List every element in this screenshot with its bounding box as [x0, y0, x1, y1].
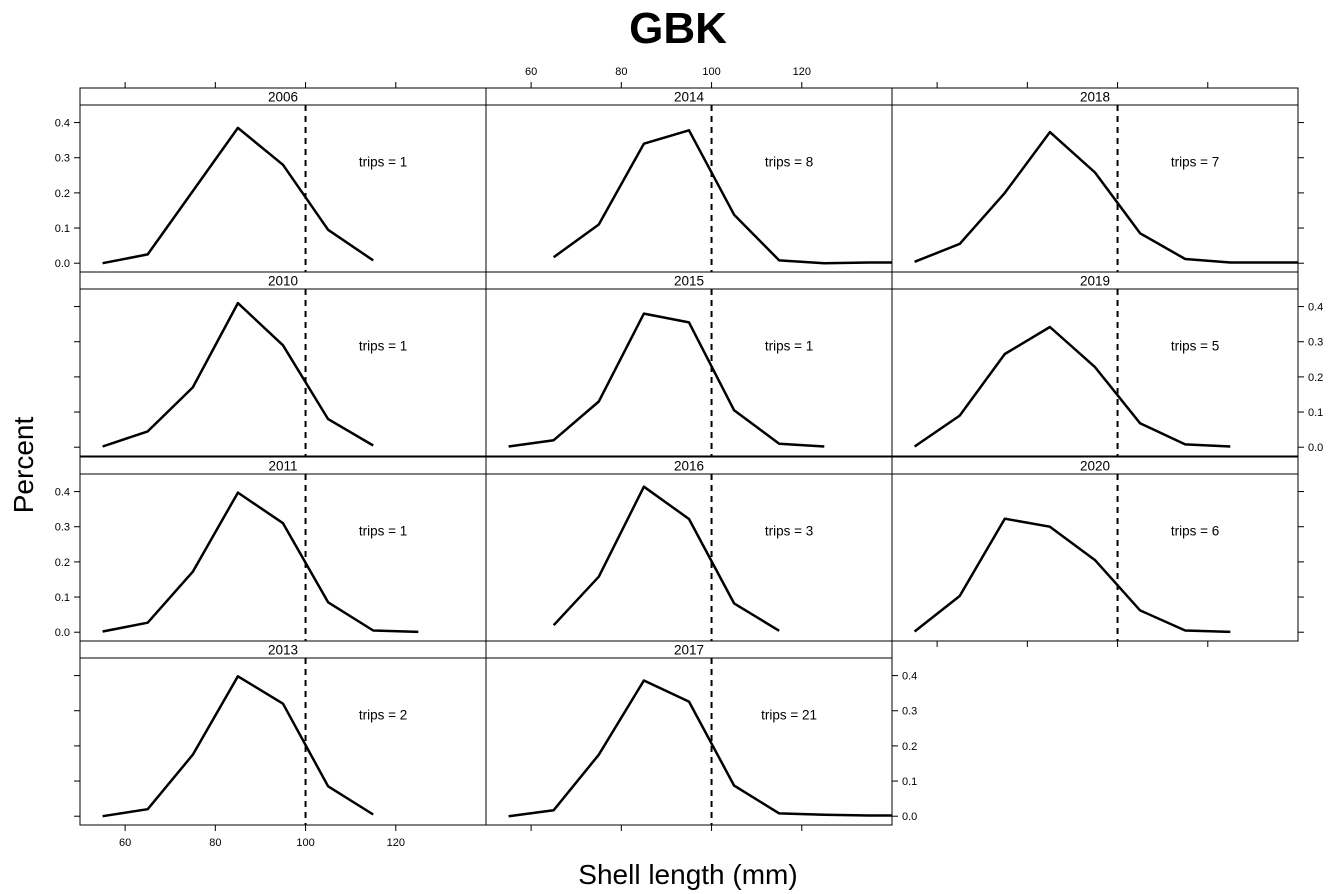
panel-2015: 2015 trips = 1: [485, 271, 893, 457]
trips-annotation: trips = 1: [765, 338, 813, 353]
panel-2011: 2011 trips = 1 0.0 0.1 0.2 0.3 0.4: [55, 456, 487, 642]
series-line: [552, 485, 780, 632]
y-tick-label: 0.3: [902, 706, 917, 718]
strip-label: 2016: [674, 459, 704, 474]
y-tick-label: 0.0: [55, 627, 70, 639]
series-line: [914, 130, 1298, 264]
y-tick-label: 0.4: [55, 487, 70, 499]
y-tick-label: 0.0: [1308, 442, 1323, 454]
x-tick-label: 100: [702, 66, 720, 78]
series-line: [552, 129, 892, 265]
y-tick-label: 0.3: [55, 522, 70, 534]
y-tick-label: 0.2: [1308, 372, 1323, 384]
panel-2014: 2014 trips = 8 60 80 100 120: [485, 66, 893, 273]
x-axis-title: Shell length (mm): [578, 859, 797, 890]
y-tick-label: 0.3: [55, 153, 70, 165]
y-tick-label: 0.4: [1308, 302, 1323, 314]
y-tick-label: 0.4: [55, 118, 70, 130]
panel-frame: [79, 473, 487, 642]
y-tick-label: 0.1: [55, 592, 70, 604]
strip-label: 2017: [674, 643, 704, 658]
panel-2010: 2010 trips = 1: [74, 271, 487, 457]
panel-2016: 2016 trips = 3: [485, 456, 893, 642]
panel-frame: [485, 473, 893, 642]
y-tick-label: 0.1: [55, 223, 70, 235]
trips-annotation: trips = 8: [765, 154, 813, 169]
y-tick-label: 0.4: [902, 671, 917, 683]
x-tick-label: 100: [296, 837, 314, 849]
strip-label: 2010: [268, 274, 298, 289]
panel-2006: 2006 trips = 1 0.0 0.1 0.2 0.3 0.4: [55, 82, 487, 273]
series-line: [102, 301, 374, 448]
strip-label: 2011: [268, 459, 297, 474]
x-tick-label: 120: [387, 837, 405, 849]
series-line: [102, 491, 419, 634]
y-tick-label: 0.0: [902, 811, 917, 823]
strip-label: 2013: [268, 643, 298, 658]
trips-annotation: trips = 7: [1171, 154, 1219, 169]
strip-label: 2020: [1080, 459, 1110, 474]
panel-frame: [891, 288, 1299, 457]
y-tick-label: 0.2: [902, 741, 917, 753]
panel-frame: [891, 473, 1299, 642]
series-line: [913, 517, 1231, 634]
trips-annotation: trips = 21: [761, 707, 817, 722]
y-tick-label: 0.2: [55, 557, 70, 569]
panel-grid: 2006 trips = 1 0.0 0.1 0.2 0.3 0.4 2014 trips = …: [55, 66, 1324, 849]
trips-annotation: trips = 3: [765, 523, 813, 538]
y-tick-label: 0.1: [902, 776, 917, 788]
panel-frame: [79, 104, 487, 273]
y-tick-label: 0.0: [55, 258, 70, 270]
panel-2013: 2013 trips = 2 60 80 100 120: [74, 640, 487, 849]
panel-2018: 2018 trips = 7: [891, 82, 1304, 273]
trips-annotation: trips = 1: [359, 338, 407, 353]
chart-title: GBK: [629, 4, 727, 53]
panel-frame: [485, 657, 893, 826]
series-line: [102, 675, 374, 818]
panel-2017: 2017 trips = 21 0.0 0.1 0.2 0.3 0.4: [485, 640, 917, 831]
y-axis-title: Percent: [8, 417, 39, 514]
x-tick-label: 80: [209, 837, 221, 849]
series-line: [913, 325, 1231, 448]
x-tick-label: 80: [615, 66, 627, 78]
x-tick-label: 60: [119, 837, 131, 849]
trips-annotation: trips = 1: [359, 523, 407, 538]
y-tick-label: 0.2: [55, 188, 70, 200]
panel-2019: 2019 trips = 5 0.0 0.1 0.2 0.3 0.4: [891, 271, 1323, 457]
panel-frame: [485, 288, 893, 457]
trips-annotation: trips = 6: [1171, 523, 1219, 538]
series-line: [102, 126, 374, 265]
trips-annotation: trips = 1: [359, 154, 407, 169]
panel-2020: 2020 trips = 6: [891, 456, 1304, 647]
strip-label: 2019: [1080, 274, 1110, 289]
panel-frame: [79, 657, 487, 826]
series-line: [508, 679, 892, 818]
strip-label: 2015: [674, 274, 704, 289]
series-line: [508, 312, 825, 448]
trips-annotation: trips = 5: [1171, 338, 1219, 353]
trips-annotation: trips = 2: [359, 707, 407, 722]
strip-label: 2006: [268, 90, 298, 105]
panel-frame: [79, 288, 487, 457]
strip-label: 2018: [1080, 90, 1110, 105]
x-tick-label: 60: [525, 66, 537, 78]
y-tick-label: 0.1: [1308, 407, 1323, 419]
y-tick-label: 0.3: [1308, 337, 1323, 349]
strip-label: 2014: [674, 90, 705, 105]
x-tick-label: 120: [793, 66, 811, 78]
